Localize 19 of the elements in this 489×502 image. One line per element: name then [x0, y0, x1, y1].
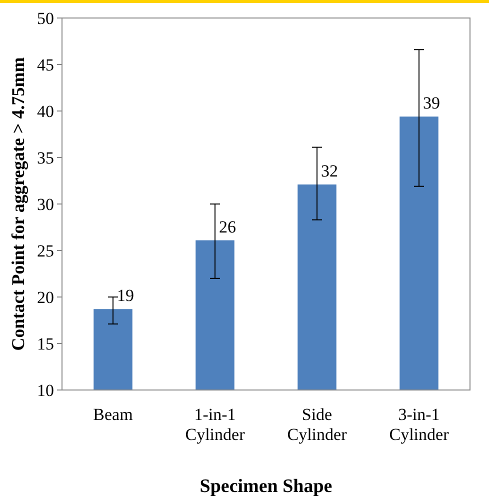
y-tick-label: 15: [37, 334, 54, 354]
y-tick-label: 45: [37, 55, 54, 74]
y-tick-label: 30: [37, 194, 54, 214]
data-label: 32: [321, 161, 338, 180]
y-tick-label: 25: [37, 241, 54, 260]
y-tick-label: 40: [37, 102, 54, 121]
x-tick-label: Side Cylinder: [287, 405, 348, 444]
data-label: 19: [117, 286, 134, 306]
x-axis-title: Specimen Shape: [200, 476, 332, 497]
y-tick-label: 10: [37, 380, 54, 400]
x-tick-label: Beam: [93, 405, 133, 424]
y-tick-label: 35: [37, 148, 54, 168]
x-tick-label: 1-in-1 Cylinder: [185, 405, 246, 444]
y-tick-label: 50: [37, 8, 54, 28]
x-tick-label: 3-in-1 Cylinder: [389, 405, 450, 444]
data-label: 39: [423, 94, 440, 113]
y-axis-title: Contact Point for aggregate > 4.75mm: [8, 57, 28, 351]
y-tick-label: 20: [37, 288, 54, 307]
data-label: 26: [219, 217, 236, 236]
